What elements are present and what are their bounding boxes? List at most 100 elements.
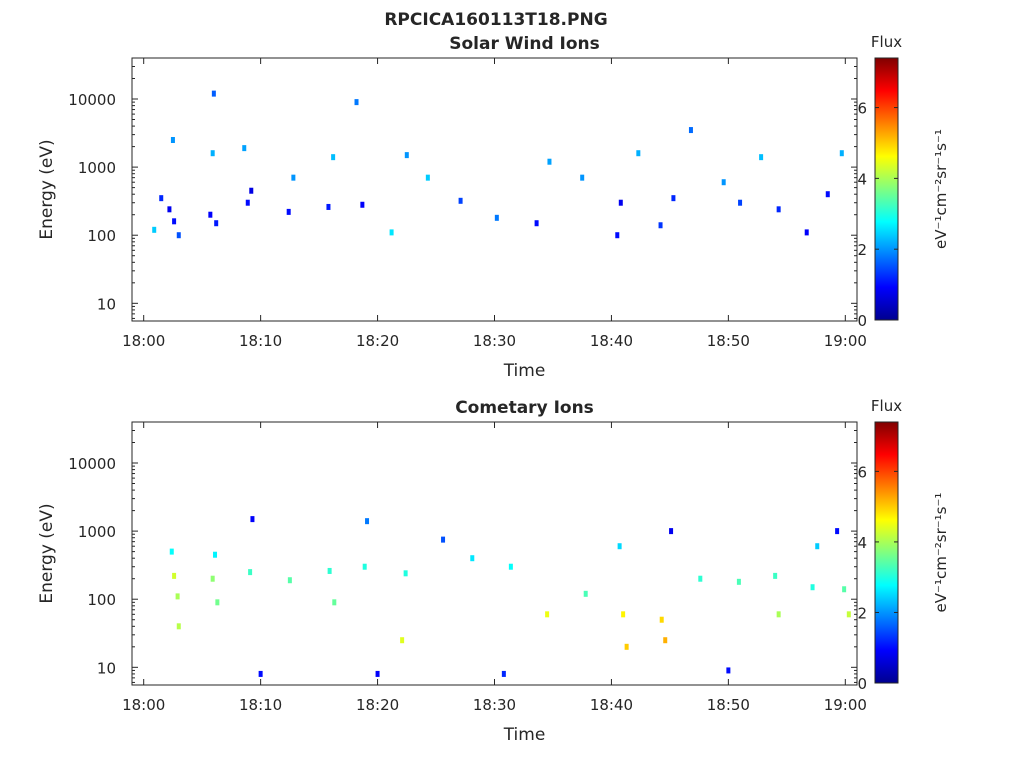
y-tick-label: 10000 (68, 455, 116, 473)
y-axis-label: Energy (eV) (37, 139, 57, 239)
heatmap-cell (618, 199, 623, 206)
heatmap-cell (208, 211, 213, 218)
colorbar-tick-label: 4 (857, 170, 867, 188)
x-axis-label: Time (503, 725, 546, 745)
colorbar-title: Flux (871, 397, 902, 415)
heatmap-cell (636, 150, 641, 157)
heatmap-cell (580, 174, 585, 181)
heatmap-cell (213, 551, 218, 558)
heatmap-cell (470, 555, 475, 562)
heatmap-cell (365, 518, 370, 525)
heatmap-cell (327, 567, 332, 574)
heatmap-cell (172, 572, 177, 579)
heatmap-cell (659, 616, 664, 623)
colorbar-label: eV⁻¹cm⁻²sr⁻¹s⁻¹ (932, 129, 950, 249)
heatmap-cell (248, 569, 253, 576)
heatmap-cell (736, 578, 741, 585)
heatmap-cell (331, 154, 336, 161)
heatmap-cell (441, 536, 446, 543)
panel-title: Solar Wind Ions (449, 34, 600, 54)
heatmap-cell (501, 670, 506, 677)
heatmap-cell (815, 543, 820, 550)
x-axis-label: Time (503, 361, 546, 381)
heatmap-cell (825, 191, 830, 198)
y-tick-label: 1000 (78, 523, 116, 541)
heatmap-cell (245, 199, 250, 206)
heatmap-cell (621, 611, 626, 618)
heatmap-cell (425, 174, 430, 181)
heatmap-cell (508, 563, 513, 570)
colorbar-tick-label: 6 (857, 463, 867, 481)
x-tick-label: 18:00 (122, 332, 165, 350)
x-tick-label: 18:20 (356, 696, 399, 714)
x-tick-label: 18:50 (707, 696, 750, 714)
panel-1: 18:00 18:10 18:20 18:30 18:40 18:50 19:00 10 100… (37, 33, 950, 381)
y-tick-label: 10000 (68, 91, 116, 109)
colorbar: 0 2 4 6 Flux eV⁻¹cm⁻²sr⁻¹s⁻¹ (857, 397, 950, 693)
heatmap-cell (776, 206, 781, 213)
heatmap-cell (671, 195, 676, 202)
x-tick-label: 18:10 (239, 696, 282, 714)
heatmap-cell (547, 158, 552, 165)
y-tick-label: 100 (87, 227, 116, 245)
x-tick-label: 18:40 (590, 332, 633, 350)
colorbar-tick-label: 4 (857, 534, 867, 552)
heatmap-cell (167, 206, 172, 213)
heatmap-cell (688, 127, 693, 134)
x-tick-label: 18:40 (590, 696, 633, 714)
heatmap-cell (669, 528, 674, 535)
y-tick-label: 10 (97, 659, 116, 677)
heatmap-cell (211, 90, 216, 97)
heatmap-cell (214, 220, 219, 227)
colorbar-tick-label: 2 (857, 241, 867, 259)
heatmap-cell (286, 208, 291, 215)
x-tick-label: 19:00 (824, 332, 867, 350)
x-tick-label: 18:00 (122, 696, 165, 714)
colorbar-label: eV⁻¹cm⁻²sr⁻¹s⁻¹ (932, 493, 950, 613)
panel-2: 18:00 18:10 18:20 18:30 18:40 18:50 19:00 10 100… (37, 397, 950, 745)
heatmap-cell (545, 611, 550, 618)
colorbar: 0 2 4 6 Flux eV⁻¹cm⁻²sr⁻¹s⁻¹ (857, 33, 950, 330)
heatmap-cell (360, 201, 365, 208)
panel-title: Cometary Ions (455, 398, 594, 418)
heatmap-cell (175, 593, 180, 600)
heatmap-cell (810, 584, 815, 591)
plot-area (132, 422, 857, 685)
heatmap-cell (583, 590, 588, 597)
colorbar-title: Flux (871, 33, 902, 51)
heatmap-cell (354, 99, 359, 106)
y-axis-label: Energy (eV) (37, 503, 57, 603)
colorbar-gradient (874, 421, 899, 684)
heatmap-cell (846, 611, 851, 618)
y-tick-label: 100 (87, 591, 116, 609)
heatmap-cell (215, 599, 220, 606)
heatmap-cell (362, 563, 367, 570)
heatmap-cell (738, 199, 743, 206)
heatmap-cell (698, 575, 703, 582)
x-tick-label: 18:30 (473, 332, 516, 350)
heatmap-cell (624, 643, 629, 650)
heatmap-cell (291, 174, 296, 181)
heatmap-cell (773, 572, 778, 579)
heatmap-cell (287, 577, 292, 584)
heatmap-cell (494, 214, 499, 221)
heatmap-cells (152, 90, 844, 239)
heatmap-cell (250, 516, 255, 523)
y-tick-label: 1000 (78, 159, 116, 177)
x-tick-label: 18:20 (356, 332, 399, 350)
heatmap-cell (404, 152, 409, 159)
heatmap-cell (403, 570, 408, 577)
heatmap-cell (170, 137, 175, 144)
y-tick-label: 10 (97, 295, 116, 313)
heatmap-cell (172, 218, 177, 225)
colorbar-tick-label: 0 (857, 312, 867, 330)
panels: 18:00 18:10 18:20 18:30 18:40 18:50 19:0010100… (37, 33, 950, 745)
heatmap-cell (176, 623, 181, 630)
heatmap-cell (332, 599, 337, 606)
heatmap-cell (169, 548, 174, 555)
colorbar-tick-label: 0 (857, 675, 867, 693)
heatmap-cell (400, 637, 405, 644)
x-tick-label: 18:50 (707, 332, 750, 350)
